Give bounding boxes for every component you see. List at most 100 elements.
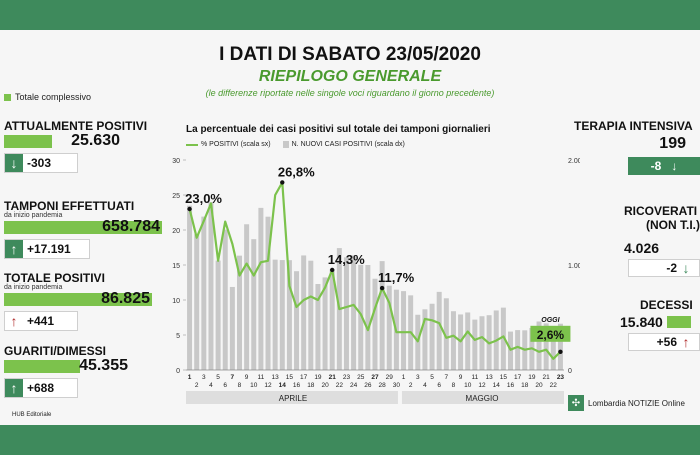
stat-value-bar: 86.825 — [4, 290, 152, 308]
bar-new-cases — [358, 264, 364, 370]
stat-value-bar: 15.840 — [620, 314, 700, 330]
bar-new-cases — [422, 309, 428, 370]
bottom-band — [0, 425, 700, 455]
left-tick-label: 10 — [172, 298, 180, 305]
bar-new-cases — [294, 271, 300, 370]
month-band-april — [186, 391, 398, 404]
annotation-point — [330, 267, 335, 273]
bar-new-cases — [386, 285, 392, 370]
stat-delta: -2 ↓ — [628, 259, 700, 277]
annotation-point — [187, 206, 192, 212]
x-tick-label: 25 — [357, 374, 365, 381]
stat-decessi-value: 15.840 +56 ↑ — [620, 314, 700, 351]
stat-delta-value: +56 — [656, 335, 677, 349]
bar-new-cases — [208, 202, 214, 370]
bar-new-cases — [379, 261, 385, 370]
bar-new-cases — [308, 260, 314, 370]
x-tick-label: 30 — [393, 382, 401, 389]
legend-label: N. NUOVI CASI POSITIVI (scala dx) — [291, 141, 405, 148]
x-tick-label: 11 — [471, 374, 478, 381]
bar-new-cases — [351, 255, 357, 370]
arrow-up-icon: ↑ — [5, 240, 23, 258]
stat-ricoverati-value: 4.026 -2 ↓ — [620, 240, 700, 277]
stat-decessi: DECESSI — [640, 298, 700, 312]
bar-new-cases — [515, 330, 521, 370]
x-tick-label: 9 — [459, 374, 463, 381]
x-tick-label: 3 — [416, 374, 420, 381]
x-tick-label: 15 — [500, 374, 508, 381]
total-swatch — [4, 93, 11, 101]
stat-label: TERAPIA INTENSIVA — [574, 119, 693, 133]
bar-new-cases — [315, 284, 321, 370]
bar-new-cases — [265, 216, 271, 370]
x-tick-label: 7 — [231, 374, 235, 381]
top-band — [0, 0, 700, 30]
month-label-may: MAGGIO — [466, 394, 499, 403]
x-tick-label: 20 — [535, 382, 543, 389]
stat-fill — [4, 293, 152, 306]
bar-new-cases — [194, 234, 200, 370]
x-tick-label: 16 — [293, 382, 301, 389]
stat-value: 4.026 — [624, 240, 660, 256]
annotation-box — [530, 325, 571, 342]
x-tick-label: 17 — [514, 374, 522, 381]
bar-new-cases — [187, 205, 193, 370]
annotation-label: 11,7% — [378, 270, 415, 285]
arrow-up-icon: ↑ — [682, 334, 690, 350]
left-tick-label: 20 — [172, 228, 180, 235]
page-title: I DATI DI SABATO 23/05/2020 — [219, 44, 481, 65]
stat-attualmente-positivi: ATTUALMENTE POSITIVI 25.630 ↓ -303 — [4, 119, 162, 173]
stat-value: 45.355 — [79, 357, 128, 374]
x-tick-label: 9 — [245, 374, 249, 381]
bar-new-cases — [343, 257, 349, 370]
x-tick-label: 29 — [386, 374, 394, 381]
x-tick-label: 24 — [350, 382, 358, 389]
hub-credit: HUB Editoriale — [12, 412, 52, 418]
annotation-label: 2,6% — [537, 328, 565, 342]
left-tick-label: 15 — [172, 263, 180, 270]
stat-sublabel: da inizio pandemia — [4, 284, 63, 291]
x-tick-label: 6 — [437, 382, 441, 389]
stat-label: TAMPONI EFFETTUATI — [4, 199, 135, 213]
x-tick-label: 19 — [314, 374, 322, 381]
stat-value-bar: 658.784 — [4, 218, 162, 236]
bar-new-cases — [450, 311, 456, 370]
bar-new-cases — [286, 260, 292, 370]
arrow-up-icon: ↑ — [10, 313, 18, 329]
x-tick-label: 6 — [223, 382, 227, 389]
bar-new-cases — [543, 323, 549, 370]
bar-new-cases — [322, 277, 328, 370]
x-tick-label: 2 — [409, 382, 413, 389]
x-tick-label: 1 — [188, 374, 192, 381]
x-tick-label: 23 — [557, 374, 565, 381]
left-tick-label: 25 — [172, 193, 180, 200]
stat-value-bar: 25.630 — [4, 132, 120, 150]
x-tick-label: 8 — [452, 382, 456, 389]
x-tick-label: 21 — [543, 374, 551, 381]
stat-label: TOTALE POSITIVI — [4, 271, 105, 285]
bar-new-cases — [557, 323, 563, 370]
x-tick-label: 13 — [272, 374, 280, 381]
bar-new-cases — [429, 303, 435, 370]
arrow-down-icon: ↓ — [5, 154, 23, 172]
bar-new-cases — [236, 255, 242, 370]
total-legend-label: Totale complessivo — [15, 92, 92, 102]
stat-delta-value: +17.191 — [27, 242, 71, 256]
x-tick-label: 7 — [445, 374, 449, 381]
bar-new-cases — [372, 278, 378, 370]
stat-fill — [4, 360, 80, 373]
stat-delta: +56 ↑ — [628, 333, 700, 351]
bar-new-cases — [258, 207, 264, 370]
x-tick-label: 18 — [307, 382, 315, 389]
left-tick-label: 5 — [176, 333, 180, 340]
x-tick-label: 4 — [209, 382, 213, 389]
legend-bar-swatch — [282, 141, 289, 148]
stat-fill — [4, 135, 52, 148]
bar-new-cases — [465, 312, 471, 370]
x-tick-label: 15 — [286, 374, 294, 381]
stat-fill — [666, 316, 691, 328]
arrow-down-icon: ↓ — [682, 260, 690, 276]
stat-delta-value: +441 — [27, 314, 55, 328]
chart-title: La percentuale dei casi positivi sul tot… — [186, 124, 491, 135]
stat-delta-value: -8 — [650, 159, 662, 173]
